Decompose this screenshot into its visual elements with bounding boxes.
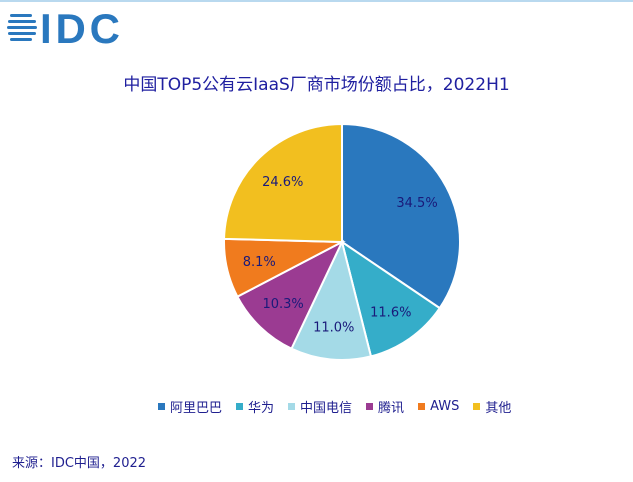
legend-item: 其他 [473,397,511,416]
source-note: 来源：IDC中国，2022 [12,456,147,471]
legend-label: 其他 [485,401,512,416]
data-label-1: 11.6% [370,306,411,321]
data-label-3: 10.3% [262,297,303,312]
pie-slice-2 [290,239,373,361]
top-border [0,0,633,2]
legend-label: AWS [430,399,460,414]
chart-title: 中国TOP5公有云IaaS厂商市场份额占比，2022H1 [123,75,510,95]
legend-swatch [473,403,481,410]
data-label-2: 11.0% [313,321,354,336]
data-label-4: 8.1% [243,255,276,270]
idc-logo: IDC [7,5,122,52]
pie-slice-5 [223,122,343,244]
legend-item: 中国电信 [288,397,352,416]
legend-item: AWS [418,399,459,414]
pie-slice-1 [340,239,442,358]
legend-label: 阿里巴巴 [170,401,223,416]
legend-item: 腾讯 [366,397,404,416]
legend: 阿里巴巴 华为 中国电信 腾讯 AWS 其他 [158,397,511,416]
legend-label: 华为 [248,401,275,416]
legend-item: 华为 [236,397,274,416]
legend-swatch [366,403,374,410]
pie-slice-3 [236,239,345,350]
legend-item: 阿里巴巴 [158,397,222,416]
pie-slice-0 [341,122,461,310]
pie-chart: 34.5% 11.6% 11.0% 10.3% 8.1% 24.6% [223,122,461,361]
data-label-5: 24.6% [262,175,303,190]
legend-label: 腾讯 [378,401,405,416]
legend-swatch [236,403,244,410]
legend-swatch [418,403,426,410]
legend-label: 中国电信 [300,401,353,416]
legend-swatch [288,403,296,410]
data-label-0: 34.5% [396,196,437,211]
legend-swatch [158,403,165,410]
